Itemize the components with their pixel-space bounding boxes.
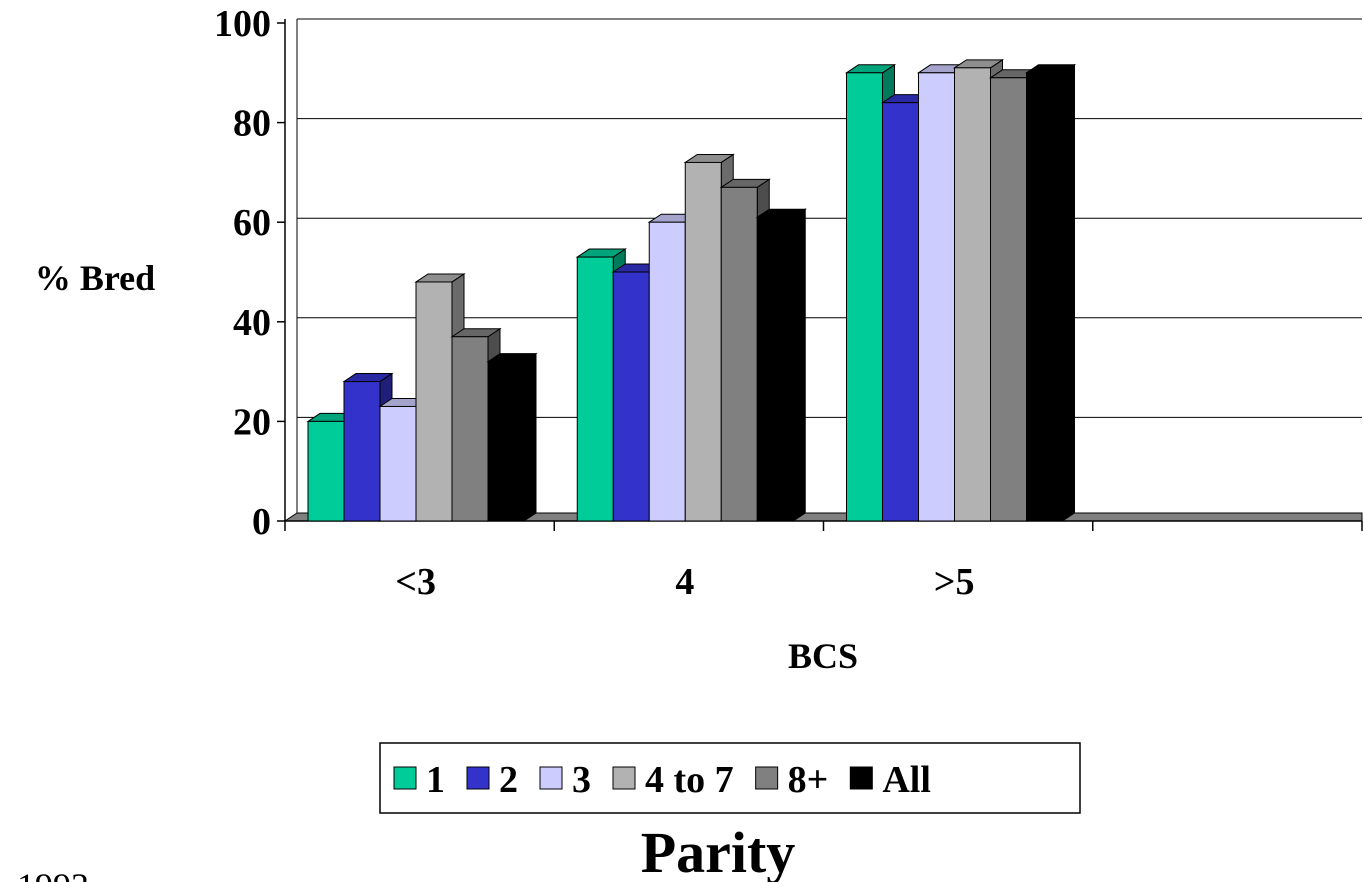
legend-swatch <box>466 766 490 790</box>
y-tick-label: 40 <box>233 302 271 344</box>
y-tick-label: 80 <box>233 103 271 145</box>
bar <box>307 420 345 522</box>
bar <box>648 221 686 522</box>
bar-side <box>1062 63 1075 522</box>
bar <box>1026 72 1063 522</box>
y-axis-title: % Bred <box>35 258 155 298</box>
legend-label: 4 to 7 <box>645 759 734 801</box>
legend-label: 1 <box>426 759 445 801</box>
x-tick-label: >5 <box>934 561 975 603</box>
bar <box>918 72 955 522</box>
bar <box>343 381 381 522</box>
y-tick-label: 100 <box>214 3 271 45</box>
bar <box>954 67 991 522</box>
legend-label: All <box>882 759 931 801</box>
bar <box>576 256 614 522</box>
y-tick-label: 20 <box>233 401 271 443</box>
legend-swatch <box>539 766 563 790</box>
bar <box>720 186 758 522</box>
y-tick-label: 0 <box>252 501 271 543</box>
legend-label: 2 <box>499 759 518 801</box>
y-tick-label: 60 <box>233 202 271 244</box>
legend-swatch <box>755 766 779 790</box>
legend-swatch <box>849 766 873 790</box>
x-tick-label: <3 <box>395 561 436 603</box>
bar-side <box>523 352 537 522</box>
legend-swatch <box>393 766 417 790</box>
bar <box>756 216 794 522</box>
legend-title: Parity <box>641 820 796 882</box>
legend-swatch <box>612 766 636 790</box>
bar <box>487 361 525 522</box>
footnote: l., 1993 <box>0 866 89 882</box>
bar <box>882 102 919 522</box>
bar <box>846 72 883 522</box>
x-tick-label: 4 <box>675 561 694 603</box>
bar <box>415 281 453 522</box>
x-axis-title: BCS <box>788 636 858 676</box>
bar <box>379 405 417 522</box>
bar <box>684 161 722 522</box>
bar <box>451 336 489 522</box>
bar <box>612 271 650 522</box>
legend-label: 8+ <box>788 759 829 801</box>
bar <box>990 77 1027 522</box>
legend-box <box>379 742 1081 814</box>
bar-side <box>792 208 806 522</box>
legend-label: 3 <box>572 759 591 801</box>
